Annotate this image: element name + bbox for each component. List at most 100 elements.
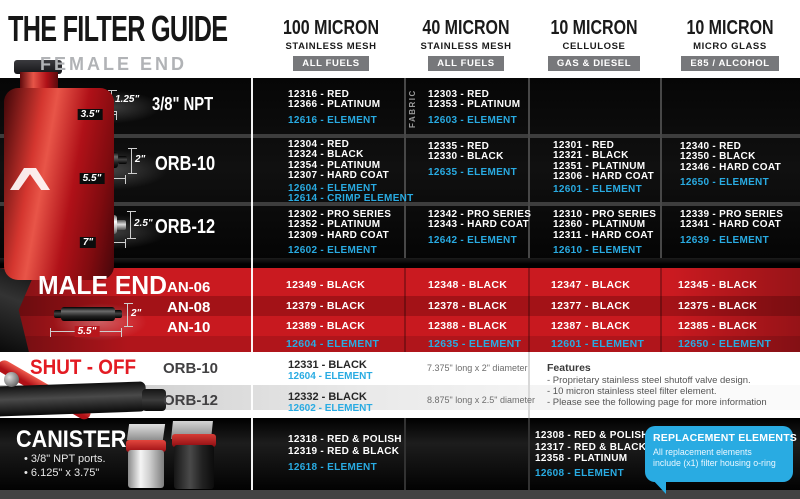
glow: [35, 296, 165, 348]
element-number: 12616 - ELEMENT: [288, 114, 377, 126]
canister-photo-silver: [128, 450, 164, 488]
male-end-section-label: MALE END: [38, 270, 167, 300]
column-divider: [404, 78, 406, 258]
element-number: 12635 - ELEMENT: [428, 166, 517, 178]
label-column-divider: [251, 78, 253, 490]
male-band-vignette: [0, 268, 800, 352]
cell-orb12-100micron: 12302 - PRO SERIES 12352 - PLATINUM 1230…: [288, 209, 392, 256]
valve-end-photo: [142, 389, 166, 411]
row-label-an10: AN-10: [167, 319, 211, 336]
row-divider: [0, 134, 800, 138]
part-number: 12375 - BLACK: [678, 300, 758, 312]
canister-cap-photo: [126, 440, 166, 452]
valve-pivot-photo: [4, 372, 19, 387]
part-number: 12349 - BLACK: [286, 279, 366, 291]
dimension-diameter: 2.5": [134, 218, 153, 229]
element-number: 12639 - ELEMENT: [680, 234, 769, 246]
element-number: 12650 - ELEMENT: [680, 176, 769, 188]
feature-item: - Proprietary stainless steel shutoff va…: [547, 375, 751, 386]
column-divider: [404, 268, 406, 352]
valve-body-photo: [0, 381, 147, 417]
column-divider: [404, 418, 406, 490]
cell-npt-100micron: 12316 - RED 12366 - PLATINUM 12616 - ELE…: [288, 89, 381, 126]
part-number: 12335 - RED: [428, 141, 490, 152]
element-number: 12601 - ELEMENT: [551, 338, 645, 350]
canister-cap-photo: [172, 434, 216, 447]
micron-label: 40 MICRON: [422, 17, 510, 39]
part-number: 12330 - BLACK: [428, 151, 504, 163]
element-number: 12604 - ELEMENT: [288, 183, 377, 195]
row-label-an06: AN-06: [167, 279, 211, 296]
part-number: 12306 - HARD COAT: [553, 170, 655, 182]
media-label: STAINLESS MESH: [420, 41, 512, 52]
cell-orb10-microglass: 12340 - RED 12350 - BLACK 12346 - HARD C…: [680, 141, 782, 188]
element-number: 12650 - ELEMENT: [678, 338, 772, 350]
part-number: 12340 - RED: [680, 141, 742, 152]
female-section-background: [0, 78, 800, 258]
part-number: 12351 - PLATINUM: [553, 160, 646, 172]
row-label-shutoff-orb10: ORB-10: [163, 360, 219, 377]
feature-item: - 10 micron stainless steel filter eleme…: [547, 386, 717, 397]
canister-section-label: CANISTER: [16, 426, 127, 453]
part-number: 12352 - PLATINUM: [288, 219, 381, 231]
row-label-an08: AN-08: [167, 299, 211, 316]
part-number: 12345 - BLACK: [678, 279, 758, 291]
dimension-line: [124, 303, 133, 327]
section-divider: [0, 258, 800, 268]
part-number: 12319 - RED & BLACK: [288, 445, 400, 457]
part-number: 12378 - BLACK: [428, 300, 508, 312]
dimension-diameter: 2": [135, 154, 146, 165]
element-number: 12610 - ELEMENT: [553, 244, 642, 256]
fuel-badge: ALL FUELS: [293, 56, 369, 71]
part-number: 12387 - BLACK: [551, 320, 631, 332]
dimension-line: [128, 148, 137, 174]
element-number: 12602 - ELEMENT: [288, 403, 373, 414]
part-number: 12302 - PRO SERIES: [288, 209, 392, 220]
column-divider: [660, 78, 662, 258]
part-number: 12316 - RED: [288, 89, 350, 100]
part-number: 12331 - BLACK: [288, 359, 367, 371]
media-label: STAINLESS MESH: [285, 41, 377, 52]
element-number: 12604 - ELEMENT: [286, 338, 380, 350]
row-label-shutoff-orb12: ORB-12: [163, 392, 219, 409]
cell-orb12-cellulose: 12310 - PRO SERIES 12360 - PLATINUM 1231…: [553, 209, 657, 256]
element-number: 12604 - ELEMENT: [288, 371, 373, 382]
part-number: 12354 - PLATINUM: [288, 159, 381, 171]
part-number: 12388 - BLACK: [428, 320, 508, 332]
cell-orb10-cellulose: 12301 - RED 12321 - BLACK 12351 - PLATIN…: [553, 140, 655, 196]
part-number: 12379 - BLACK: [286, 300, 366, 312]
row-label-orb12: ORB-12: [155, 216, 216, 238]
element-number: 12601 - ELEMENT: [553, 184, 642, 196]
element-number: 12642 - ELEMENT: [428, 234, 517, 246]
callout-tail: [651, 478, 666, 494]
part-number: 12310 - PRO SERIES: [553, 209, 657, 220]
fabric-note: FABRIC: [408, 89, 417, 128]
fuel-badge: ALL FUELS: [428, 56, 504, 71]
canister-bullet: • 6.125" x 3.75": [24, 467, 100, 479]
part-number: 12348 - BLACK: [428, 279, 508, 291]
micron-label: 10 MICRON: [550, 17, 638, 39]
part-number: 12366 - PLATINUM: [288, 99, 381, 111]
element-number: 12635 - ELEMENT: [428, 338, 522, 350]
part-number: 12307 - HARD COAT: [288, 169, 390, 181]
red-filter-cap-photo: [14, 60, 62, 74]
part-number: 12321 - BLACK: [553, 150, 629, 162]
part-number: 12308 - RED & POLISH: [535, 430, 649, 441]
part-number: 12347 - BLACK: [551, 279, 631, 291]
part-number: 12304 - RED: [288, 139, 350, 150]
row-label-npt: 3/8" NPT: [152, 94, 214, 114]
part-number: 12358 - PLATINUM: [535, 453, 628, 464]
part-number: 12350 - BLACK: [680, 151, 756, 163]
column-header-10-micron-cellulose: 10 MICRON CELLULOSE GAS & DIESEL: [528, 17, 660, 71]
male-row-elements-bg: [0, 336, 800, 352]
part-number: 12353 - PLATINUM: [428, 99, 521, 111]
male-row-an06-bg: [0, 268, 800, 296]
part-number: 12360 - PLATINUM: [553, 219, 646, 231]
cell-orb12-40micron: 12342 - PRO SERIES 12343 - HARD COAT 126…: [428, 209, 531, 246]
callout-text: include (x1) filter housing o-ring: [653, 458, 776, 468]
part-number: 12332 - BLACK: [288, 391, 367, 403]
micron-label: 100 MICRON: [282, 17, 380, 39]
cell-canister-100micron: 12318 - RED & POLISH 12319 - RED & BLACK…: [288, 434, 402, 473]
part-number: 12346 - HARD COAT: [680, 161, 782, 173]
canister-photo-black: [174, 445, 214, 489]
